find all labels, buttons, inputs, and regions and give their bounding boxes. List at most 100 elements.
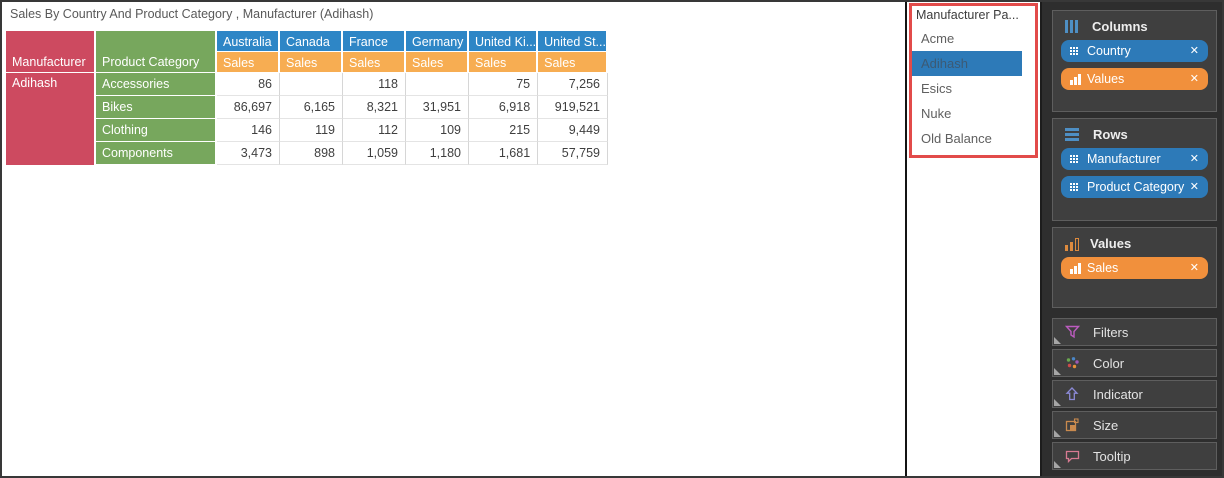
country-header[interactable]: France (343, 31, 406, 52)
table-row: Bikes 86,697 6,165 8,321 31,951 6,918 91… (6, 96, 608, 119)
field-pill-label: Sales (1087, 261, 1119, 275)
category-row-header: Bikes (96, 96, 217, 119)
sales-measure-header[interactable]: Sales (538, 52, 608, 73)
speech-bubble-icon (1063, 449, 1081, 463)
slicer-item-adihash[interactable]: Adihash (912, 51, 1022, 76)
field-pill-label: Values (1087, 72, 1125, 86)
remove-field-icon[interactable]: ✕ (1189, 152, 1199, 165)
slicer-area: Manufacturer Pa... Acme Adihash Esics Nu… (907, 2, 1040, 476)
tooltip-section-button[interactable]: Tooltip (1052, 442, 1217, 470)
value-cell: 9,449 (538, 119, 608, 142)
category-row-header: Clothing (96, 119, 217, 142)
manufacturer-row-header: Adihash (6, 73, 96, 165)
value-cell: 3,473 (217, 142, 280, 165)
sales-measure-header[interactable]: Sales (280, 52, 343, 73)
matrix-title: Sales By Country And Product Category , … (10, 7, 374, 21)
table-row: Components 3,473 898 1,059 1,180 1,681 5… (6, 142, 608, 165)
table-row: Clothing 146 119 112 109 215 9,449 (6, 119, 608, 142)
value-cell: 86,697 (217, 96, 280, 119)
manufacturer-column-header[interactable]: Manufacturer (6, 31, 96, 73)
size-icon (1063, 418, 1081, 432)
slicer-title: Manufacturer Pa... (916, 8, 1019, 22)
field-pill-label: Country (1087, 44, 1131, 58)
value-cell: 75 (469, 73, 539, 96)
field-pill-manufacturer[interactable]: Manufacturer ✕ (1061, 148, 1208, 170)
field-pill-product-category[interactable]: Product Category ✕ (1061, 176, 1208, 198)
section-label: Tooltip (1093, 448, 1131, 464)
rows-well[interactable]: Rows Manufacturer ✕ Product Category ✕ (1052, 118, 1217, 221)
remove-field-icon[interactable]: ✕ (1189, 72, 1199, 85)
indicator-section-button[interactable]: Indicator (1052, 380, 1217, 408)
color-dots-icon (1063, 356, 1081, 370)
value-cell: 898 (280, 142, 343, 165)
value-cell: 146 (217, 119, 280, 142)
value-cell: 7,256 (538, 73, 608, 96)
value-cell: 6,918 (469, 96, 539, 119)
product-category-column-header[interactable]: Product Category (96, 31, 217, 73)
rows-well-label: Rows (1093, 127, 1128, 142)
field-pill-label: Product Category (1087, 180, 1185, 194)
report-canvas[interactable]: Sales By Country And Product Category , … (2, 2, 905, 476)
country-header[interactable]: United St... (538, 31, 608, 52)
field-wells-panel: Columns Country ✕ Values ✕ Rows Manufact… (1040, 2, 1222, 476)
value-cell: 215 (469, 119, 539, 142)
value-cell: 109 (406, 119, 469, 142)
columns-icon (1065, 20, 1078, 33)
sales-measure-header[interactable]: Sales (469, 52, 539, 73)
section-label: Filters (1093, 324, 1129, 340)
value-cell: 57,759 (538, 142, 608, 165)
value-cell: 8,321 (343, 96, 406, 119)
measure-bars-icon (1070, 262, 1081, 274)
slicer-item-old-balance[interactable]: Old Balance (921, 131, 992, 146)
value-cell: 119 (280, 119, 343, 142)
values-well[interactable]: Values Sales ✕ (1052, 227, 1217, 308)
slicer-item-esics[interactable]: Esics (921, 81, 953, 96)
values-chart-icon (1065, 237, 1079, 251)
value-cell: 1,681 (469, 142, 539, 165)
value-cell: 86 (217, 73, 280, 96)
field-pill-label: Manufacturer (1087, 152, 1161, 166)
filters-section-button[interactable]: Filters (1052, 318, 1217, 346)
slicer-item-nuke[interactable]: Nuke (921, 106, 952, 121)
color-section-button[interactable]: Color (1052, 349, 1217, 377)
matrix-visual[interactable]: Manufacturer Product Category Australia … (6, 31, 608, 165)
values-well-label: Values (1090, 236, 1132, 251)
country-header[interactable]: United Ki... (469, 31, 539, 52)
slicer-item-acme[interactable]: Acme (921, 31, 955, 46)
columns-well[interactable]: Columns Country ✕ Values ✕ (1052, 10, 1217, 112)
field-pill-values[interactable]: Values ✕ (1061, 68, 1208, 90)
country-header[interactable]: Canada (280, 31, 343, 52)
section-label: Color (1093, 355, 1125, 371)
rows-well-header: Rows (1053, 119, 1216, 142)
country-header[interactable]: Germany (406, 31, 469, 52)
field-pill-country[interactable]: Country ✕ (1061, 40, 1208, 62)
size-section-button[interactable]: Size (1052, 411, 1217, 439)
measure-bars-icon (1070, 73, 1081, 85)
section-label: Indicator (1093, 386, 1143, 402)
country-header[interactable]: Australia (217, 31, 280, 52)
slicer-item-list: Acme Adihash Esics Nuke Old Balance (912, 26, 1035, 151)
country-header-row: Manufacturer Product Category Australia … (6, 31, 608, 73)
value-cell: 31,951 (406, 96, 469, 119)
rows-icon (1065, 128, 1079, 141)
columns-well-label: Columns (1092, 19, 1148, 34)
value-cell (280, 73, 343, 96)
remove-field-icon[interactable]: ✕ (1189, 180, 1199, 193)
value-cell: 118 (343, 73, 406, 96)
sales-measure-header[interactable]: Sales (217, 52, 280, 73)
field-grid-icon (1070, 183, 1072, 185)
manufacturer-slicer-visual[interactable]: Manufacturer Pa... Acme Adihash Esics Nu… (909, 3, 1038, 158)
columns-well-header: Columns (1053, 11, 1216, 34)
sales-measure-header[interactable]: Sales (343, 52, 406, 73)
field-pill-sales[interactable]: Sales ✕ (1061, 257, 1208, 279)
category-row-header: Components (96, 142, 217, 165)
remove-field-icon[interactable]: ✕ (1189, 44, 1199, 57)
canvas-divider (905, 2, 907, 476)
sales-measure-header[interactable]: Sales (406, 52, 469, 73)
remove-field-icon[interactable]: ✕ (1189, 261, 1199, 274)
value-cell: 1,180 (406, 142, 469, 165)
field-grid-icon (1070, 47, 1072, 49)
value-cell: 6,165 (280, 96, 343, 119)
value-cell (406, 73, 469, 96)
